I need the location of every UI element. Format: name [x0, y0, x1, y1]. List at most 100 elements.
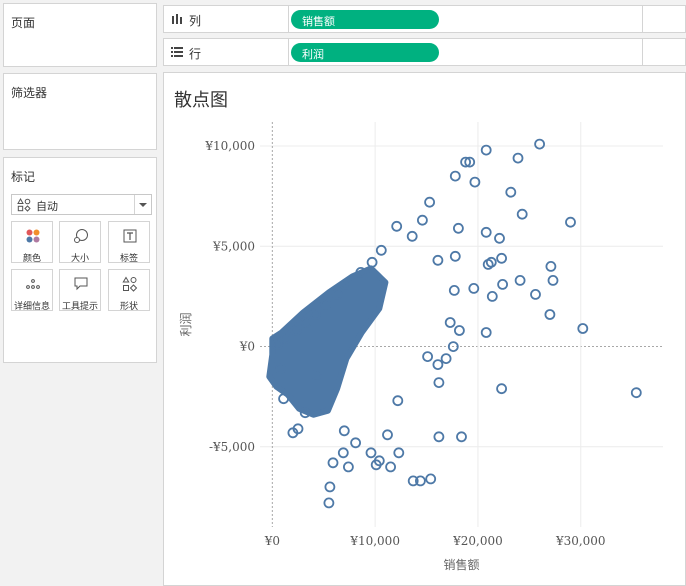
scatter-point[interactable] — [290, 325, 302, 336]
tooltip-label: 工具提示 — [61, 302, 98, 312]
columns-shelf[interactable]: 列 销售额 — [163, 5, 686, 33]
scatter-point[interactable] — [452, 222, 464, 234]
tooltip-button[interactable]: 工具提示 — [59, 269, 101, 312]
scatter-point[interactable] — [514, 274, 526, 286]
scatter-point[interactable] — [310, 309, 321, 320]
scatter-point[interactable] — [516, 208, 528, 220]
marks-title: 标记 — [11, 170, 36, 184]
data-points[interactable] — [266, 138, 642, 509]
scatter-point[interactable] — [577, 323, 589, 334]
scatter-point[interactable] — [447, 341, 459, 353]
scatter-point[interactable] — [486, 290, 498, 302]
scatter-point[interactable] — [497, 278, 509, 290]
scatter-point[interactable] — [433, 431, 445, 443]
scatter-point[interactable] — [530, 288, 541, 300]
scatter-point[interactable] — [392, 395, 404, 407]
scatter-point[interactable] — [324, 481, 336, 493]
sales-pill[interactable]: 销售额 — [291, 10, 439, 29]
scatter-point[interactable] — [425, 473, 437, 485]
scatter-point[interactable] — [323, 497, 335, 509]
scatter-point[interactable] — [365, 447, 377, 459]
scatter-point[interactable] — [448, 284, 460, 296]
scatter-point[interactable] — [385, 461, 397, 473]
scatter-point[interactable] — [449, 250, 461, 262]
color-button[interactable]: 颜色 — [11, 221, 53, 264]
shape-button[interactable]: 形状 — [108, 269, 150, 312]
label-button[interactable]: 标签 — [108, 221, 150, 264]
scatter-point[interactable] — [440, 353, 452, 365]
x-tick-label: ¥10,000 — [349, 534, 400, 548]
scatter-point[interactable] — [545, 260, 557, 272]
mark-type-dropdown[interactable]: 自动 — [11, 194, 152, 215]
scatter-point[interactable] — [373, 455, 385, 467]
scatter-point[interactable] — [280, 333, 292, 344]
scatter-point[interactable] — [393, 447, 405, 459]
scatter-point[interactable] — [342, 461, 354, 473]
scatter-point[interactable] — [565, 216, 576, 228]
scatter-point[interactable] — [494, 232, 505, 244]
scatter-point[interactable] — [496, 252, 508, 264]
scatter-point[interactable] — [505, 186, 517, 198]
columns-icon — [172, 14, 182, 24]
scatter-point[interactable] — [350, 437, 362, 449]
scatter-point[interactable] — [311, 369, 322, 381]
scatter-point[interactable] — [391, 220, 403, 232]
scatter-point[interactable] — [337, 447, 349, 459]
scatter-point[interactable] — [453, 325, 465, 336]
scatter-point[interactable] — [512, 152, 524, 164]
scatter-point[interactable] — [375, 244, 387, 256]
scatter-point[interactable] — [355, 266, 367, 278]
scatter-point[interactable] — [469, 176, 481, 188]
size-button[interactable]: 大小 — [59, 221, 101, 264]
scatter-point[interactable] — [630, 387, 642, 399]
scatter-point[interactable] — [278, 393, 289, 405]
scatter-point[interactable] — [433, 377, 445, 389]
scatter-point[interactable] — [275, 363, 286, 375]
pages-title: 页面 — [11, 16, 36, 30]
scatter-point[interactable] — [460, 156, 472, 168]
scatter-point[interactable] — [422, 351, 434, 363]
scatter-point[interactable] — [432, 254, 444, 266]
scatter-point[interactable] — [534, 138, 546, 150]
scatter-point[interactable] — [496, 383, 508, 395]
scatter-point[interactable] — [299, 407, 311, 419]
scatter-point[interactable] — [485, 256, 497, 268]
scatter-point[interactable] — [480, 144, 492, 156]
detail-button[interactable]: 详细信息 — [11, 269, 53, 312]
scatter-chart[interactable]: -¥5,000 ¥0 ¥5,000 ¥10,000 ¥0 ¥10,000 ¥20,000 ¥3… — [163, 72, 686, 586]
chevron-down-icon[interactable] — [134, 195, 151, 214]
scatter-point[interactable] — [414, 475, 426, 487]
mark-type-label: 自动 — [36, 200, 58, 213]
scatter-point[interactable] — [300, 317, 312, 328]
filters-panel[interactable]: 筛选器 — [3, 73, 157, 150]
scatter-point[interactable] — [444, 317, 456, 328]
scatter-point[interactable] — [407, 475, 419, 487]
scatter-point[interactable] — [338, 425, 350, 437]
scatter-point[interactable] — [320, 299, 332, 310]
rows-icon — [171, 47, 183, 57]
scatter-point[interactable] — [366, 256, 378, 268]
scatter-point[interactable] — [331, 288, 343, 300]
profit-pill[interactable]: 利润 — [291, 43, 439, 62]
scatter-point[interactable] — [382, 429, 393, 441]
scatter-point[interactable] — [468, 282, 480, 294]
scatter-point[interactable] — [449, 170, 461, 182]
scatter-point[interactable] — [547, 274, 559, 286]
scatter-point[interactable] — [424, 196, 436, 208]
scatter-point[interactable] — [456, 431, 467, 443]
scatter-point[interactable] — [292, 423, 304, 435]
scatter-point[interactable] — [544, 309, 556, 320]
y-tick-label: ¥5,000 — [212, 239, 255, 253]
scatter-point[interactable] — [406, 230, 418, 242]
scatter-point[interactable] — [339, 278, 351, 290]
scatter-point[interactable] — [416, 214, 428, 226]
scatter-point[interactable] — [480, 327, 492, 338]
axes: -¥5,000 ¥0 ¥5,000 ¥10,000 ¥0 ¥10,000 ¥20,000 ¥3… — [204, 139, 605, 548]
scatter-point[interactable] — [464, 156, 476, 168]
scatter-point[interactable] — [272, 339, 283, 350]
scatter-point[interactable] — [480, 226, 492, 238]
pages-panel[interactable]: 页面 — [3, 3, 157, 67]
rows-shelf[interactable]: 行 利润 — [163, 38, 686, 66]
scatter-point[interactable] — [432, 359, 444, 371]
scatter-point[interactable] — [327, 457, 339, 469]
